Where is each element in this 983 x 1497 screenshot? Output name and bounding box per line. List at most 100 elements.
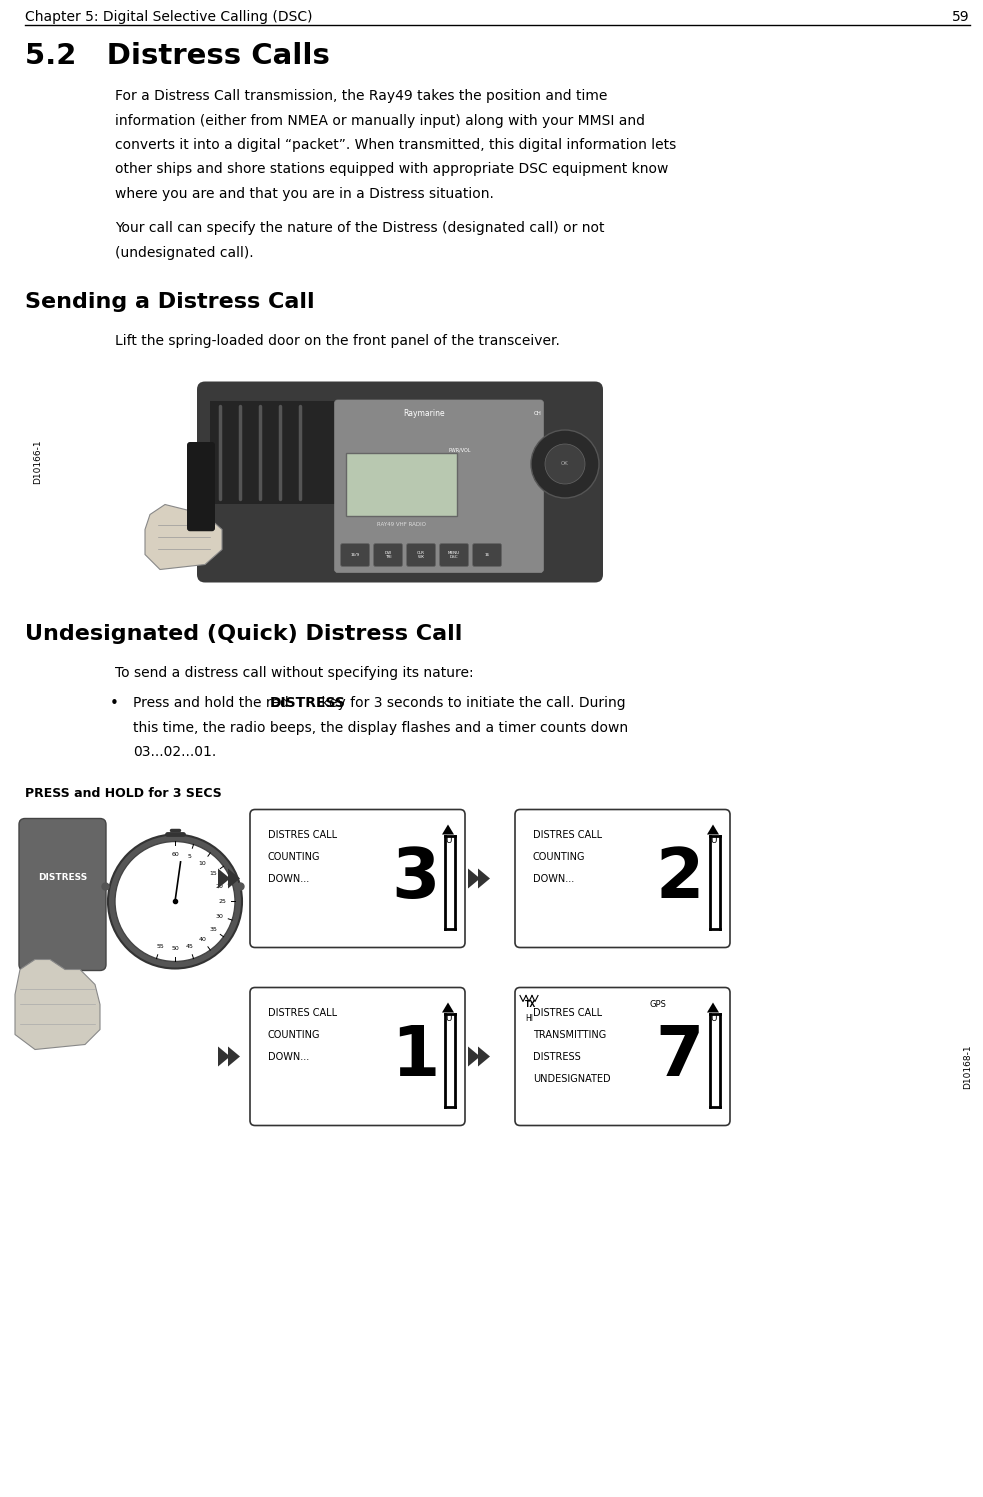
- Text: 50: 50: [171, 946, 179, 951]
- Text: DOWN...: DOWN...: [533, 874, 574, 885]
- Text: 20: 20: [215, 885, 224, 889]
- Text: Raymarine: Raymarine: [403, 409, 445, 418]
- Bar: [210, 401, 335, 504]
- Text: COUNTING: COUNTING: [268, 852, 320, 862]
- Text: For a Distress Call transmission, the Ray49 takes the position and time: For a Distress Call transmission, the Ra…: [115, 88, 607, 103]
- Text: 40: 40: [199, 937, 206, 942]
- Text: HI: HI: [525, 1015, 533, 1024]
- FancyBboxPatch shape: [439, 543, 469, 566]
- FancyBboxPatch shape: [334, 400, 544, 572]
- Text: 35: 35: [209, 927, 217, 931]
- Text: 45: 45: [186, 943, 194, 949]
- Text: U: U: [445, 837, 452, 846]
- Text: COUNTING: COUNTING: [268, 1030, 320, 1040]
- Text: 5: 5: [188, 855, 192, 859]
- Text: 7: 7: [656, 1022, 704, 1090]
- Polygon shape: [228, 868, 240, 889]
- Text: DOWN...: DOWN...: [268, 1052, 310, 1063]
- Text: 2: 2: [656, 844, 704, 912]
- Text: TX: TX: [525, 1000, 537, 1009]
- FancyBboxPatch shape: [19, 819, 106, 970]
- FancyBboxPatch shape: [250, 810, 465, 948]
- Text: U: U: [445, 1015, 452, 1024]
- Text: other ships and shore stations equipped with appropriate DSC equipment know: other ships and shore stations equipped …: [115, 163, 668, 177]
- Text: 03...02...01.: 03...02...01.: [133, 746, 216, 759]
- Text: DISTRES CALL: DISTRES CALL: [533, 831, 603, 840]
- Polygon shape: [228, 1046, 240, 1066]
- Text: Your call can specify the nature of the Distress (designated call) or not: Your call can specify the nature of the …: [115, 222, 605, 235]
- FancyBboxPatch shape: [250, 988, 465, 1126]
- Circle shape: [108, 834, 242, 969]
- Polygon shape: [707, 1003, 719, 1012]
- Circle shape: [115, 841, 235, 961]
- Text: 1: 1: [391, 1022, 439, 1090]
- FancyBboxPatch shape: [187, 442, 215, 531]
- Text: DW
TRI: DW TRI: [384, 551, 391, 558]
- Text: U: U: [711, 837, 718, 846]
- Text: •: •: [110, 696, 119, 711]
- FancyBboxPatch shape: [515, 810, 730, 948]
- Circle shape: [531, 430, 599, 499]
- Text: Undesignated (Quick) Distress Call: Undesignated (Quick) Distress Call: [25, 624, 462, 645]
- Text: 16: 16: [485, 552, 490, 557]
- Text: TRANSMITTING: TRANSMITTING: [533, 1030, 607, 1040]
- Text: D10166-1: D10166-1: [33, 440, 42, 485]
- Polygon shape: [478, 868, 490, 889]
- Text: this time, the radio beeps, the display flashes and a timer counts down: this time, the radio beeps, the display …: [133, 722, 628, 735]
- FancyBboxPatch shape: [473, 543, 501, 566]
- Text: OK: OK: [561, 461, 569, 467]
- Polygon shape: [707, 825, 719, 834]
- Text: DISTRESS: DISTRESS: [533, 1052, 581, 1063]
- Polygon shape: [468, 868, 480, 889]
- Text: 3: 3: [391, 844, 439, 912]
- FancyBboxPatch shape: [340, 543, 370, 566]
- Text: CH: CH: [534, 412, 542, 416]
- Text: DISTRES CALL: DISTRES CALL: [268, 1009, 337, 1018]
- Text: MENU
DSC: MENU DSC: [448, 551, 460, 558]
- Text: converts it into a digital “packet”. When transmitted, this digital information : converts it into a digital “packet”. Whe…: [115, 138, 676, 153]
- Text: UNDESIGNATED: UNDESIGNATED: [533, 1075, 610, 1084]
- FancyBboxPatch shape: [407, 543, 435, 566]
- FancyBboxPatch shape: [515, 988, 730, 1126]
- Text: where you are and that you are in a Distress situation.: where you are and that you are in a Dist…: [115, 187, 493, 201]
- Text: 15: 15: [209, 871, 217, 876]
- Text: DISTRES CALL: DISTRES CALL: [268, 831, 337, 840]
- Polygon shape: [442, 1003, 454, 1012]
- Text: D10168-1: D10168-1: [963, 1045, 972, 1088]
- Polygon shape: [218, 1046, 230, 1066]
- Text: DOWN...: DOWN...: [268, 874, 310, 885]
- FancyBboxPatch shape: [374, 543, 403, 566]
- Text: DISTRES CALL: DISTRES CALL: [533, 1009, 603, 1018]
- Circle shape: [545, 445, 585, 484]
- Text: information (either from NMEA or manually input) along with your MMSI and: information (either from NMEA or manuall…: [115, 114, 645, 127]
- Text: DISTRESS: DISTRESS: [38, 873, 87, 882]
- Text: 5.2   Distress Calls: 5.2 Distress Calls: [25, 42, 330, 70]
- Text: Lift the spring-loaded door on the front panel of the transceiver.: Lift the spring-loaded door on the front…: [115, 334, 560, 349]
- Text: U: U: [711, 1015, 718, 1024]
- Text: (undesignated call).: (undesignated call).: [115, 246, 254, 260]
- Polygon shape: [145, 504, 222, 569]
- Text: CLR
WX: CLR WX: [417, 551, 425, 558]
- Polygon shape: [468, 1046, 480, 1066]
- Text: PRESS and HOLD for 3 SECS: PRESS and HOLD for 3 SECS: [25, 787, 222, 801]
- Text: PWR/VOL: PWR/VOL: [448, 448, 471, 452]
- Text: Press and hold the red: Press and hold the red: [133, 696, 293, 711]
- Text: 55: 55: [156, 943, 164, 949]
- Polygon shape: [442, 825, 454, 834]
- Text: 59: 59: [953, 10, 970, 24]
- Text: 25: 25: [218, 900, 226, 904]
- Text: key for 3 seconds to initiate the call. During: key for 3 seconds to initiate the call. …: [318, 696, 626, 711]
- Text: COUNTING: COUNTING: [533, 852, 586, 862]
- Text: DISTRESS: DISTRESS: [270, 696, 346, 711]
- Text: 30: 30: [215, 913, 224, 919]
- Text: GPS: GPS: [650, 1000, 666, 1009]
- Text: 60: 60: [171, 852, 179, 856]
- Bar: [346, 454, 457, 516]
- Text: Sending a Distress Call: Sending a Distress Call: [25, 292, 315, 313]
- Text: RAY49 VHF RADIO: RAY49 VHF RADIO: [376, 522, 426, 527]
- Polygon shape: [478, 1046, 490, 1066]
- Polygon shape: [218, 868, 230, 889]
- Text: 16/9: 16/9: [351, 552, 360, 557]
- Text: To send a distress call without specifying its nature:: To send a distress call without specifyi…: [115, 666, 474, 681]
- Polygon shape: [15, 960, 100, 1049]
